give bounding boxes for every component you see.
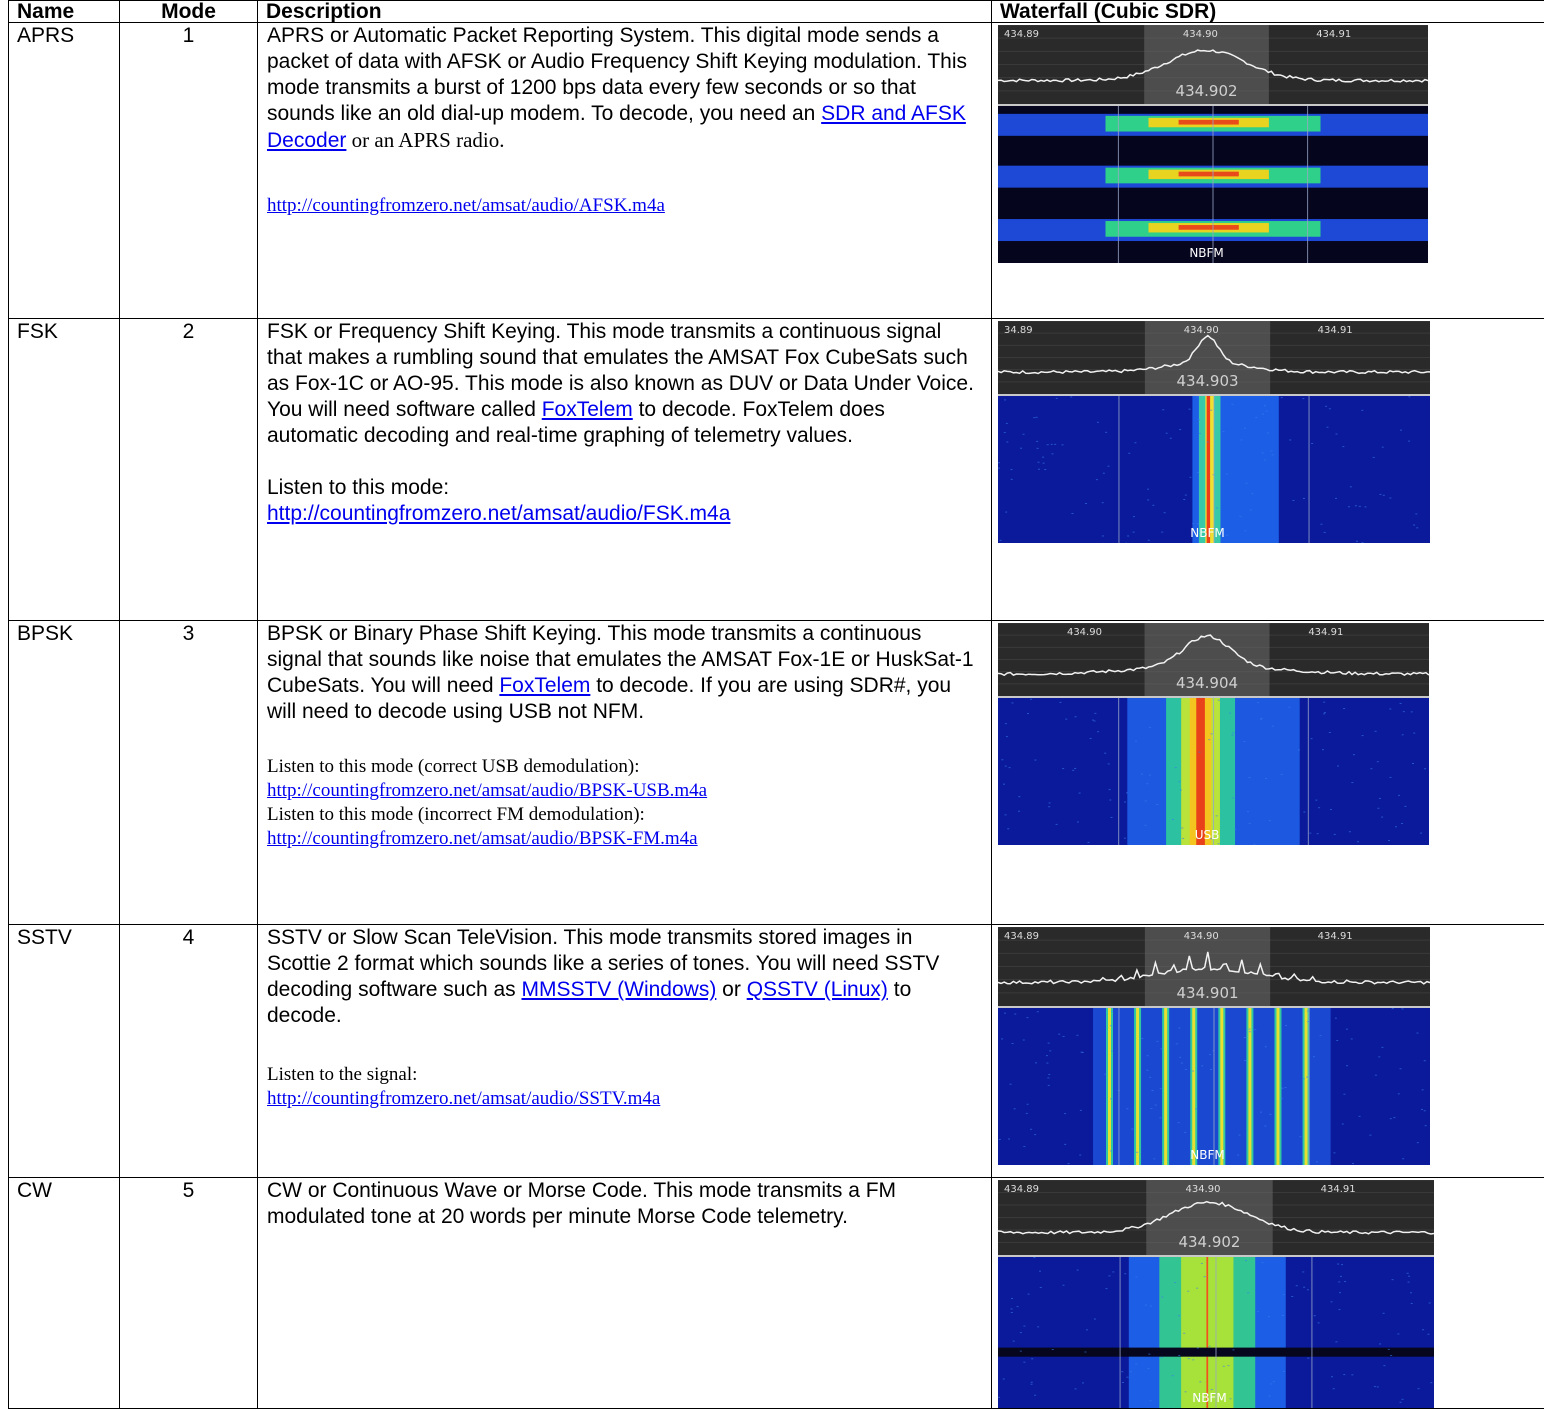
description-text: to decode. FoxTelem does automatic decod…: [267, 398, 885, 447]
frequency-tick-label: 34.89: [1004, 325, 1033, 336]
description-text: to decode. If you are using SDR#, you wi…: [267, 674, 952, 723]
table-row: FSK 2 FSK or Frequency Shift Keying. Thi…: [8, 318, 1544, 621]
row-description: BPSK or Binary Phase Shift Keying. This …: [257, 620, 992, 925]
demodulation-label: NBFM: [1190, 1148, 1224, 1162]
listen-label: Listen to this mode (correct USB demodul…: [267, 756, 640, 777]
row-waterfall: 434.89 434.90 434.91 434.902 NBFM: [991, 22, 1544, 319]
waterfall-image: 434.89 434.90 434.91 434.902 NBFM: [998, 25, 1428, 263]
row-mode: 2: [119, 318, 258, 621]
description-text: BPSK or Binary Phase Shift Keying. This …: [267, 622, 974, 697]
frequency-tick-label: 434.91: [1318, 325, 1353, 336]
demodulation-label: NBFM: [1190, 526, 1224, 540]
demodulation-label: NBFM: [1189, 246, 1223, 260]
foxtelem-link[interactable]: FoxTelem: [499, 674, 591, 697]
frequency-tick-label: 434.91: [1316, 29, 1351, 40]
description-text: CW or Continuous Wave or Morse Code. Thi…: [267, 1179, 897, 1228]
center-frequency-label: 434.902: [1176, 82, 1238, 100]
mmsstv-link[interactable]: MMSSTV (Windows): [521, 978, 717, 1001]
audio-url-link[interactable]: http://countingfromzero.net/amsat/audio/…: [267, 780, 708, 801]
foxtelem-link[interactable]: FoxTelem: [541, 398, 633, 421]
listen-label: Listen to this mode (incorrect FM demodu…: [267, 804, 645, 825]
spacer: [267, 154, 981, 194]
waterfall-image: 434.90 434.91 434.904 USB: [998, 623, 1429, 845]
spacer: [267, 1029, 981, 1063]
row-name: FSK: [8, 318, 120, 621]
table-row: APRS 1 APRS or Automatic Packet Reportin…: [8, 22, 1544, 319]
listen-label: Listen to the signal:: [267, 1064, 418, 1085]
description-text: SSTV or Slow Scan TeleVision. This mode …: [267, 926, 940, 1001]
frequency-tick-label: 434.89: [1004, 1184, 1039, 1195]
audio-url-link[interactable]: http://countingfromzero.net/amsat/audio/…: [267, 828, 698, 849]
description-text: to decode.: [267, 978, 912, 1027]
spacer: [267, 449, 981, 475]
header-name: Name: [8, 0, 120, 23]
qsstv-link[interactable]: QSSTV (Linux): [746, 978, 888, 1001]
waterfall-image: 434.89 434.90 434.91 434.902 NBFM: [998, 1180, 1434, 1408]
waterfall-image: 34.89 434.90 434.91 434.903 NBFM: [998, 321, 1430, 543]
sdr-afsk-decoder-link[interactable]: SDR and AFSK Decoder: [267, 102, 966, 152]
header-description: Description: [257, 0, 992, 23]
row-description: FSK or Frequency Shift Keying. This mode…: [257, 318, 992, 621]
description-text: FSK or Frequency Shift Keying. This mode…: [267, 320, 974, 421]
frequency-tick-label: 434.90: [1183, 29, 1218, 40]
table-row: CW 5 CW or Continuous Wave or Morse Code…: [8, 1177, 1544, 1409]
demodulation-label: NBFM: [1192, 1391, 1226, 1405]
spacer: [267, 725, 981, 755]
demodulation-label: USB: [1195, 828, 1220, 842]
modes-table: Name Mode Description Waterfall (Cubic S…: [8, 0, 1544, 1409]
frequency-tick-label: 434.91: [1318, 931, 1353, 942]
row-description: SSTV or Slow Scan TeleVision. This mode …: [257, 924, 992, 1178]
row-mode: 5: [119, 1177, 258, 1409]
row-name: CW: [8, 1177, 120, 1409]
center-frequency-label: 434.901: [1177, 984, 1239, 1002]
row-mode: 4: [119, 924, 258, 1178]
frequency-tick-label: 434.89: [1004, 29, 1039, 40]
row-mode: 1: [119, 22, 258, 319]
description-text: or an APRS radio.: [346, 128, 505, 152]
header-mode: Mode: [119, 0, 258, 23]
frequency-tick-label: 434.89: [1004, 931, 1039, 942]
row-waterfall: 434.90 434.91 434.904 USB: [991, 620, 1544, 925]
waterfall-image: 434.89 434.90 434.91 434.901 NBFM: [998, 927, 1430, 1165]
description-text: APRS or Automatic Packet Reporting Syste…: [267, 24, 968, 125]
header-row: Name Mode Description Waterfall (Cubic S…: [8, 0, 1544, 23]
row-description: APRS or Automatic Packet Reporting Syste…: [257, 22, 992, 319]
row-mode: 3: [119, 620, 258, 925]
frequency-tick-label: 434.91: [1321, 1184, 1356, 1195]
frequency-tick-label: 434.91: [1308, 627, 1343, 638]
row-name: APRS: [8, 22, 120, 319]
center-frequency-label: 434.903: [1177, 372, 1239, 390]
row-name: SSTV: [8, 924, 120, 1178]
listen-label: Listen to this mode:: [267, 476, 450, 499]
frequency-tick-label: 434.90: [1184, 931, 1219, 942]
frequency-tick-label: 434.90: [1185, 1184, 1220, 1195]
frequency-tick-label: 434.90: [1184, 325, 1219, 336]
frequency-tick-label: 434.90: [1067, 627, 1102, 638]
audio-url-link[interactable]: http://countingfromzero.net/amsat/audio/…: [267, 195, 665, 216]
audio-url-link[interactable]: http://countingfromzero.net/amsat/audio/…: [267, 1088, 661, 1109]
center-frequency-label: 434.904: [1176, 674, 1238, 692]
header-waterfall: Waterfall (Cubic SDR): [991, 0, 1544, 23]
table-row: BPSK 3 BPSK or Binary Phase Shift Keying…: [8, 620, 1544, 925]
row-waterfall: 434.89 434.90 434.91 434.901 NBFM: [991, 924, 1544, 1178]
row-waterfall: 34.89 434.90 434.91 434.903 NBFM: [991, 318, 1544, 621]
center-frequency-label: 434.902: [1178, 1233, 1240, 1251]
table-row: SSTV 4 SSTV or Slow Scan TeleVision. Thi…: [8, 924, 1544, 1178]
audio-url-link[interactable]: http://countingfromzero.net/amsat/audio/…: [267, 502, 731, 525]
row-waterfall: 434.89 434.90 434.91 434.902 NBFM: [991, 1177, 1544, 1409]
description-text: or: [716, 978, 747, 1001]
row-name: BPSK: [8, 620, 120, 925]
row-description: CW or Continuous Wave or Morse Code. Thi…: [257, 1177, 992, 1409]
